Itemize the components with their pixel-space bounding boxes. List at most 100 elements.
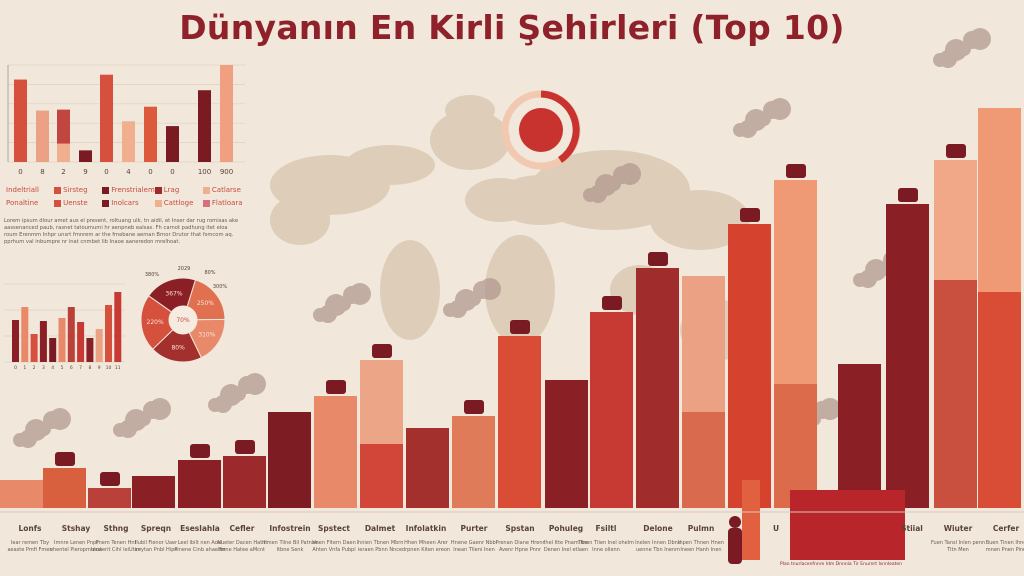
smoke-cloud-icon	[313, 283, 371, 323]
x-tick-label: 8	[40, 168, 44, 176]
city-sublabel: Ilubil Fienor Uaer inrytan Pnbl Hipn	[134, 540, 178, 553]
smoke-puff	[479, 278, 501, 300]
main-bar	[88, 488, 131, 508]
silhouette-icon	[235, 440, 255, 454]
main-bar	[545, 380, 588, 508]
x-tick-label: 0	[148, 168, 152, 176]
main-bar	[223, 456, 266, 508]
donut-slice-label: 250%	[197, 300, 214, 307]
smoke-cloud-icon	[583, 163, 641, 203]
legend-item: Frenstrialem	[102, 186, 155, 194]
donut-callout: 300%	[213, 284, 228, 290]
small-bar	[12, 320, 19, 362]
city-label: Wiuter	[943, 524, 973, 533]
legend-label: Inolcars	[111, 199, 139, 207]
top-left-bar	[198, 90, 211, 162]
main-bar	[314, 396, 357, 508]
silhouette-icon	[946, 144, 966, 158]
smoke-cloud-icon	[13, 408, 71, 448]
silhouette-icon	[786, 164, 806, 178]
legend-label: Catlarse	[211, 186, 241, 194]
legend-item: Inolcars	[102, 199, 155, 207]
main-bar-lower-segment	[682, 412, 725, 508]
top-left-bar-lower	[57, 143, 70, 162]
small-bar	[39, 321, 47, 362]
city-sublabel: Nueter Dacen Hatnl Frrne Hatee aMcnt	[217, 540, 267, 553]
legend-label: Frenstrialem	[111, 186, 155, 194]
x-tick-label: 4	[126, 168, 131, 176]
map-landmass	[445, 95, 495, 125]
legend-item: Cattloge	[154, 199, 203, 207]
smoke-puff	[349, 283, 371, 305]
smoke-puff	[244, 373, 266, 395]
smoke-puff	[969, 28, 991, 50]
legend-swatch	[154, 199, 162, 207]
city-sublabel: Ihnien Tbnen Mbrn ieraen Pbnn Nnce	[356, 540, 404, 553]
small-bar	[30, 334, 38, 362]
legend-item: Uenste	[54, 199, 102, 207]
small-bar	[77, 322, 85, 362]
city-label: Cefler	[229, 524, 255, 533]
map-landmass	[270, 195, 330, 245]
main-bar	[886, 204, 929, 508]
main-bar	[452, 416, 495, 508]
x-tick-label: 9	[83, 168, 87, 176]
top-left-bar	[100, 74, 113, 162]
silhouette-icon	[898, 188, 918, 202]
donut-callout: 80%	[204, 270, 215, 276]
smoke-puff	[619, 163, 641, 185]
small-bar	[114, 292, 122, 362]
city-label: Stiial	[901, 524, 923, 533]
city-label: Dalmet	[364, 524, 396, 533]
x-tick-label: 0	[18, 168, 22, 176]
donut-slice-label: 80%	[171, 345, 185, 352]
city-label: Pohuleg	[548, 524, 584, 533]
legend-label: Uenste	[63, 199, 88, 207]
x-tick-label: 2	[33, 365, 36, 371]
person-body-icon	[728, 528, 742, 564]
family-illustration-icon	[790, 490, 905, 560]
city-label: Eseslahla	[180, 524, 220, 533]
x-tick-label: 9	[98, 365, 101, 371]
top-left-bar	[36, 110, 49, 162]
main-bar	[0, 480, 43, 508]
top-left-bar	[144, 106, 157, 162]
main-bar	[728, 224, 771, 508]
caption: Plan tnurlacenfnnre Idm Dnnnia Tir Enurn…	[780, 562, 903, 567]
map-landmass	[380, 240, 440, 340]
legend-item: Flatloara	[202, 199, 251, 207]
city-label: Infostrein	[269, 524, 311, 533]
city-sublabel: Hhen Mheen Arer drpnen Kiten ereon	[401, 540, 451, 553]
city-sublabel: Buen Tinen Ihne mnen Pnen Pinn	[985, 540, 1024, 553]
legend-label: Ponaltine	[6, 199, 39, 207]
city-label: Infolatkin	[405, 524, 447, 533]
silhouette-icon	[100, 472, 120, 486]
city-sublabel: Vnen Fltern Daen Ahten Vnfa Pubpl	[312, 540, 356, 553]
x-tick-label: 1	[23, 365, 26, 371]
small-bar	[86, 338, 94, 362]
silhouette-icon	[326, 380, 346, 394]
legend-label: Flatloara	[211, 199, 243, 207]
city-sublabel: Ihmen Tilne Bil Patnae Itbne Senk	[262, 540, 318, 553]
x-tick-label: 8	[88, 365, 91, 371]
x-tick-label: 0	[104, 168, 108, 176]
main-bar	[406, 428, 449, 508]
small-bar	[21, 307, 29, 362]
city-label: U	[772, 524, 780, 533]
main-bar	[132, 476, 175, 508]
city-sublabel: Leel lbilt nen Aoel Pinene Cinb ahaelan	[174, 540, 226, 553]
main-bar	[178, 460, 221, 508]
silhouette-icon	[190, 444, 210, 458]
city-label: Cerfer	[992, 524, 1020, 533]
main-bar	[590, 312, 633, 508]
main-bar	[636, 268, 679, 508]
legend-swatch	[102, 199, 110, 207]
smoke-cloud-icon	[733, 98, 791, 138]
person-icon	[729, 516, 741, 528]
city-sublabel: Imnre Lenen Pnpf ohentel Pieropmhtoa	[49, 540, 103, 553]
city-label: Delone	[643, 524, 673, 533]
x-tick-label: 3	[42, 365, 45, 371]
silhouette-icon	[648, 252, 668, 266]
top-left-legend: Indeltriall Sirsteg Frenstrialem Lrag Catlar…	[6, 186, 251, 207]
city-label: Purter	[460, 524, 488, 533]
